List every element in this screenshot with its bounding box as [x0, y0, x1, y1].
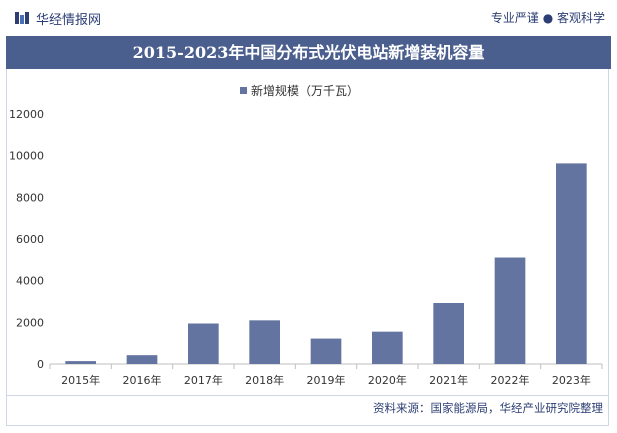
bar [310, 338, 342, 364]
bar [372, 331, 403, 364]
x-tick-label: 2020年 [368, 373, 407, 387]
brand-logo-icon [15, 12, 29, 24]
y-tick-label: 12000 [9, 108, 44, 121]
bar [65, 361, 96, 364]
y-tick-label: 10000 [9, 150, 44, 163]
title-bar: 2015-2023年中国分布式光伏电站新增装机容量 [6, 36, 611, 69]
y-tick-label: 8000 [16, 191, 44, 204]
bar [188, 323, 219, 364]
chart-title: 2015-2023年中国分布式光伏电站新增装机容量 [132, 43, 485, 62]
chart-frame [6, 69, 609, 426]
legend-label: 新增规模（万千瓦） [251, 83, 359, 98]
x-tick-label: 2015年 [61, 373, 100, 387]
brand-name: 华经情报网 [36, 13, 102, 28]
bar [494, 257, 526, 364]
source-divider [6, 395, 609, 396]
bar [249, 320, 280, 364]
x-tick-label: 2022年 [491, 373, 530, 387]
source-note: 资料来源：国家能源局，华经产业研究院整理 [373, 401, 603, 415]
y-axis: 0 2000 4000 6000 8000 10000 12000 [9, 108, 44, 371]
y-tick-label: 0 [37, 358, 44, 371]
x-tick-label: 2017年 [184, 373, 223, 387]
x-tick-label: 2023年 [552, 373, 591, 387]
x-axis: 2015年 2016年 2017年 2018年 2019年 2020年 2021年 2022年… [49, 363, 603, 387]
x-tick-label: 2018年 [245, 373, 284, 387]
header-bar: 华经情报网 专业严谨 ● 客观科学 [0, 0, 617, 34]
y-tick-label: 2000 [16, 316, 44, 329]
bar [433, 303, 464, 364]
slogan: 专业严谨 ● 客观科学 [490, 11, 605, 25]
y-tick-label: 4000 [16, 275, 44, 288]
x-tick-label: 2021年 [429, 373, 468, 387]
legend: 新增规模（万千瓦） [240, 83, 359, 98]
bar [556, 163, 587, 364]
x-tick-label: 2019年 [307, 373, 346, 387]
legend-swatch [240, 87, 247, 94]
x-tick-label: 2016年 [123, 373, 162, 387]
y-tick-label: 6000 [16, 233, 44, 246]
bars [65, 163, 587, 364]
bar [126, 355, 158, 364]
